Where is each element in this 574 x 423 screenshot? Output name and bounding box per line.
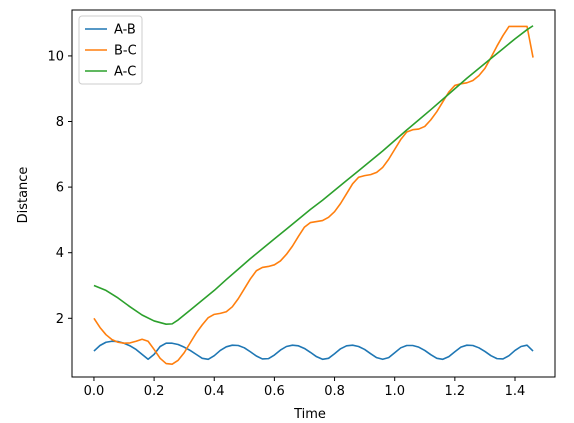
x-tick-label: 0.8 — [324, 384, 345, 399]
legend: A-B B-C A-C — [78, 15, 143, 85]
legend-box — [78, 15, 143, 85]
x-tick-label: 1.2 — [445, 384, 466, 399]
x-tick-label: 0.4 — [204, 384, 225, 399]
series-layer — [93, 25, 534, 366]
x-axis-ticks: 0.0 0.2 0.4 0.6 0.8 1.0 1.2 1.4 — [84, 377, 526, 399]
legend-label: A-C — [114, 65, 136, 80]
series-line-a-c — [93, 25, 534, 325]
series-line-a-b — [93, 340, 534, 361]
x-tick-label: 0.0 — [84, 384, 105, 399]
y-axis-ticks: 2 4 6 8 10 — [47, 49, 72, 327]
x-tick-label: 1.4 — [505, 384, 526, 399]
plot-frame — [71, 9, 556, 378]
axes-layer — [71, 9, 556, 378]
x-tick-label: 0.6 — [264, 384, 285, 399]
y-axis-label: Distance — [16, 167, 31, 224]
x-axis-label: Time — [293, 407, 326, 422]
y-tick-label: 10 — [47, 49, 64, 64]
x-tick-label: 1.0 — [384, 384, 405, 399]
x-tick-label: 0.2 — [144, 384, 165, 399]
y-tick-label: 4 — [56, 246, 64, 261]
y-tick-label: 6 — [56, 181, 64, 196]
y-tick-label: 8 — [56, 115, 64, 130]
legend-label: A-B — [114, 23, 136, 38]
y-tick-label: 2 — [56, 312, 64, 327]
legend-label: B-C — [114, 44, 137, 59]
